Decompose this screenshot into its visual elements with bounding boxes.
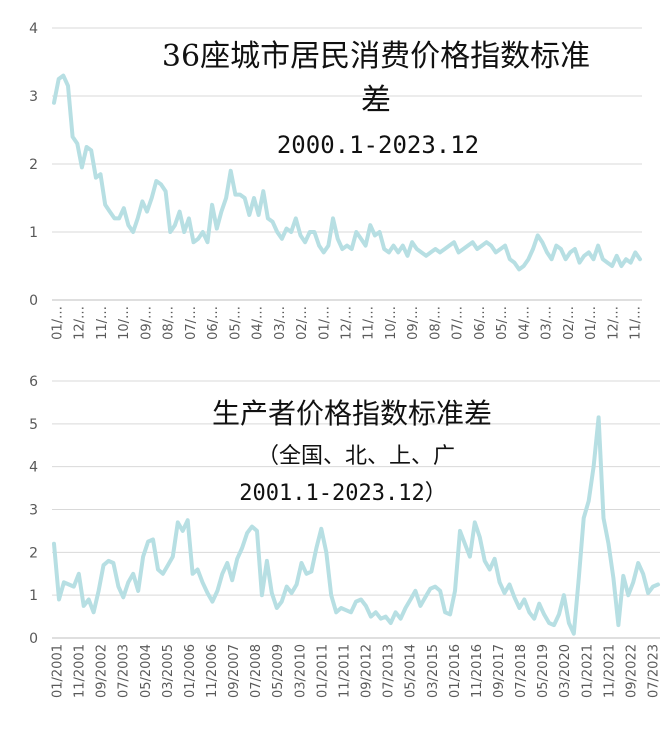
y-tick-label: 0 [29,631,38,647]
chart-subtitle: 2000.1-2023.12 [277,131,479,159]
x-tick-label: 05/2004 [139,644,154,698]
x-tick-label: 03/2015 [426,644,441,698]
x-tick-label: 11/… [95,306,110,340]
x-tick-label: 05/2009 [271,644,286,698]
x-tick-label: 09/2002 [95,644,110,698]
x-tick-label: 07/… [184,306,199,340]
x-tick-label: 10/… [117,306,132,340]
y-tick-label: 4 [29,460,38,476]
x-tick-label: 01/… [317,306,332,340]
x-tick-label: 08/… [162,306,177,340]
chart-title: 36座城市居民消费价格指数标准 [162,39,590,74]
x-tick-label: 04/… [251,306,266,340]
x-tick-label: 06/… [473,306,488,340]
x-tick-label: 03/… [273,306,288,340]
chart-title: 生产者价格指数标准差 [212,397,492,430]
x-tick-label: 07/2003 [117,644,132,698]
x-tick-label: 01/… [584,306,599,340]
x-tick-label: 10/… [384,306,399,340]
x-tick-label: 09/2012 [360,644,375,698]
x-tick-label: 11/… [629,306,644,340]
y-tick-label: 1 [29,225,38,241]
x-tick-label: 05/… [228,306,243,340]
chart-title-line2: 差 [361,83,391,118]
y-tick-label: 4 [29,21,38,37]
y-tick-label: 3 [29,503,38,519]
x-tick-label: 12/… [73,306,88,340]
y-tick-label: 6 [29,374,38,390]
x-tick-label: 01/2006 [183,644,198,698]
chart-ppi-std: 0 1 2 3 4 5 6 01/2001 11/2001 09/2002 07/2003 05/20… [29,374,661,698]
x-tick-label: 12/… [340,306,355,340]
x-tick-label: 01/2011 [315,644,330,698]
y-tick-label: 5 [29,417,38,433]
series-line [52,415,660,636]
x-tick-label: 02/… [295,306,310,340]
x-tick-label: 07/… [451,306,466,340]
x-tick-label: 07/2008 [249,644,264,698]
x-tick-label: 09/2007 [227,644,242,698]
chart-subtitle: （全国、北、上、广 [257,444,455,469]
x-tick-label: 01/… [51,306,66,340]
x-tick-label: 11/2021 [602,644,617,698]
x-tick-label: 01/2016 [448,644,463,698]
x-tick-label: 02/… [562,306,577,340]
x-tick-label: 11/2001 [73,644,88,698]
x-tick-label: 01/2001 [51,644,66,698]
series-line [52,73,642,272]
x-tick-label: 09/… [406,306,421,340]
x-tick-label: 09/… [139,306,154,340]
x-tick-label: 05/2014 [404,644,419,698]
x-tick-label: 03/… [540,306,555,340]
x-tick-label: 03/2020 [558,644,573,698]
chart-subtitle-line2: 2001.1-2023.12） [239,481,446,506]
x-tick-label: 07/2023 [647,644,662,698]
x-tick-label: 11/… [362,306,377,340]
x-tick-label: 05/… [495,306,510,340]
y-tick-label: 1 [29,588,38,604]
x-tick-label: 09/2022 [624,644,639,698]
y-tick-label: 2 [29,157,38,173]
x-tick-label: 08/… [428,306,443,340]
y-tick-label: 3 [29,89,38,105]
x-tick-label: 05/2019 [536,644,551,698]
y-tick-label: 2 [29,545,38,561]
y-tick-label: 0 [29,293,38,309]
x-tick-label: 07/2013 [382,644,397,698]
x-tick-label: 03/2005 [161,644,176,698]
x-tick-label: 11/2016 [470,644,485,698]
x-tick-label: 06/… [206,306,221,340]
x-tick-label: 11/2006 [205,644,220,698]
chart-cpi-std: 0 1 2 3 4 01/… 12/… 11/… 10/… 09/… 08/… 07/… 06/… 05/… [29,21,643,340]
x-tick-label: 04/… [517,306,532,340]
x-tick-label: 01/2021 [580,644,595,698]
x-tick-label: 12/… [606,306,621,340]
x-tick-label: 11/2011 [337,644,352,698]
x-tick-label: 09/2017 [492,644,507,698]
x-tick-label: 07/2018 [514,644,529,698]
x-tick-label: 03/2010 [293,644,308,698]
